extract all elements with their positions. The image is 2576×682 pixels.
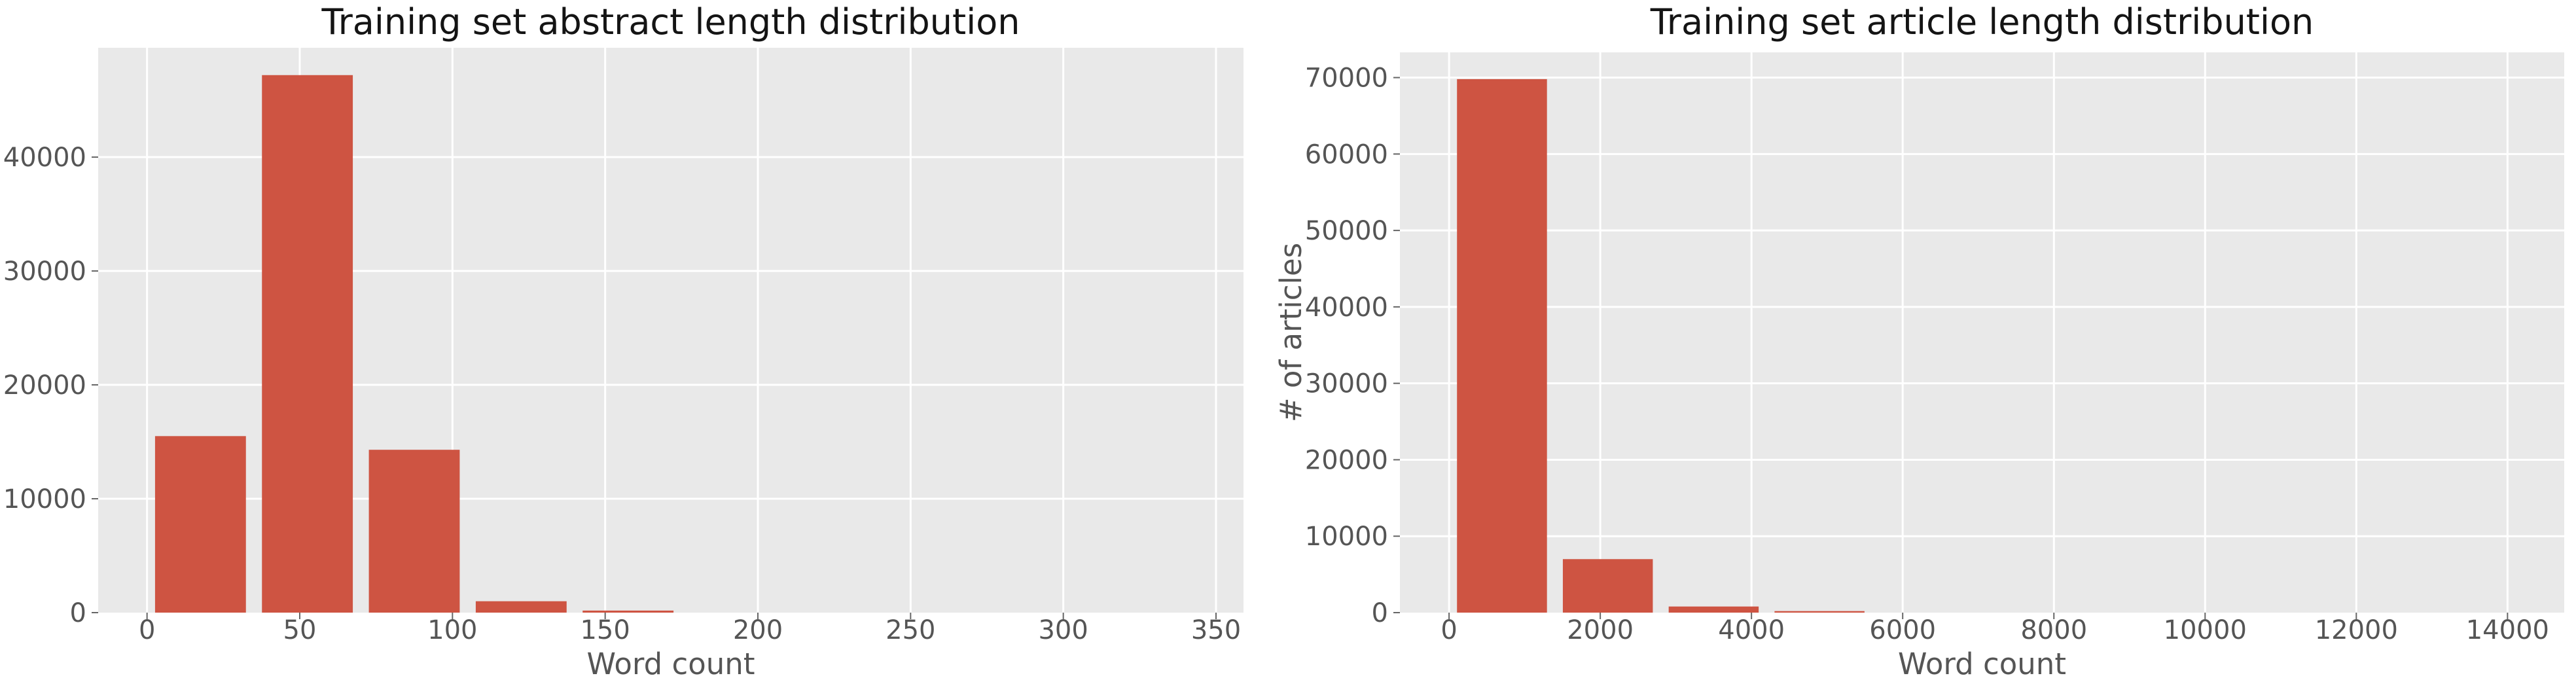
x-tick-label: 8000 bbox=[2020, 615, 2087, 645]
histogram-bar bbox=[1774, 611, 1865, 613]
x-tick-label: 0 bbox=[1440, 615, 1457, 645]
x-tick-label: 350 bbox=[1191, 615, 1241, 645]
article-length-chart: 0 2000 4000 6000 8000 10000 12000 14000 0 10000 20… bbox=[1274, 1, 2564, 681]
chart-title: Training set abstract length distributio… bbox=[321, 1, 1020, 43]
y-tick-label: 0 bbox=[1372, 598, 1388, 628]
x-tick-label: 0 bbox=[139, 615, 155, 645]
y-tick-label: 70000 bbox=[1305, 63, 1388, 94]
y-tick-label: 30000 bbox=[3, 257, 86, 287]
x-tick-label: 200 bbox=[733, 615, 783, 645]
abstract-length-chart: 0 50 100 150 200 250 300 350 0 10000 20000 30000 400… bbox=[3, 1, 1243, 681]
y-tick-label: 40000 bbox=[1305, 293, 1388, 323]
histogram-bar bbox=[475, 601, 567, 613]
y-tick-label: 30000 bbox=[1305, 369, 1388, 399]
histogram-bar bbox=[582, 610, 674, 613]
y-tick-label: 0 bbox=[70, 598, 86, 628]
histogram-bar bbox=[1457, 79, 1547, 613]
x-tick-label: 250 bbox=[885, 615, 935, 645]
x-tick-label: 4000 bbox=[1718, 615, 1785, 645]
histogram-bar bbox=[368, 450, 460, 613]
x-tick-label: 100 bbox=[427, 615, 477, 645]
histogram-bar bbox=[1668, 606, 1759, 613]
histogram-bar bbox=[262, 75, 353, 613]
y-tick-label: 50000 bbox=[1305, 216, 1388, 246]
y-tick-label: 60000 bbox=[1305, 139, 1388, 170]
x-tick-label: 300 bbox=[1038, 615, 1088, 645]
y-tick-label: 10000 bbox=[1305, 522, 1388, 552]
chart-title: Training set article length distribution bbox=[1650, 1, 2314, 43]
x-tick-label: 10000 bbox=[2164, 615, 2247, 645]
y-tick-label: 20000 bbox=[1305, 445, 1388, 475]
x-tick-label: 2000 bbox=[1567, 615, 1634, 645]
y-tick-label: 40000 bbox=[3, 143, 86, 173]
y-tick-label: 20000 bbox=[3, 370, 86, 401]
x-axis-label: Word count bbox=[1898, 647, 2066, 681]
x-axis-label: Word count bbox=[587, 647, 755, 681]
x-tick-label: 150 bbox=[580, 615, 630, 645]
x-tick-label: 6000 bbox=[1869, 615, 1936, 645]
y-tick-label: 10000 bbox=[3, 484, 86, 514]
x-tick-label: 50 bbox=[283, 615, 317, 645]
y-axis-label: # of articles bbox=[1274, 243, 1308, 422]
x-tick-label: 14000 bbox=[2466, 615, 2549, 645]
histogram-bar bbox=[1562, 559, 1653, 613]
plot-area bbox=[1400, 52, 2564, 613]
histogram-bar bbox=[154, 436, 246, 613]
x-tick-label: 12000 bbox=[2315, 615, 2398, 645]
